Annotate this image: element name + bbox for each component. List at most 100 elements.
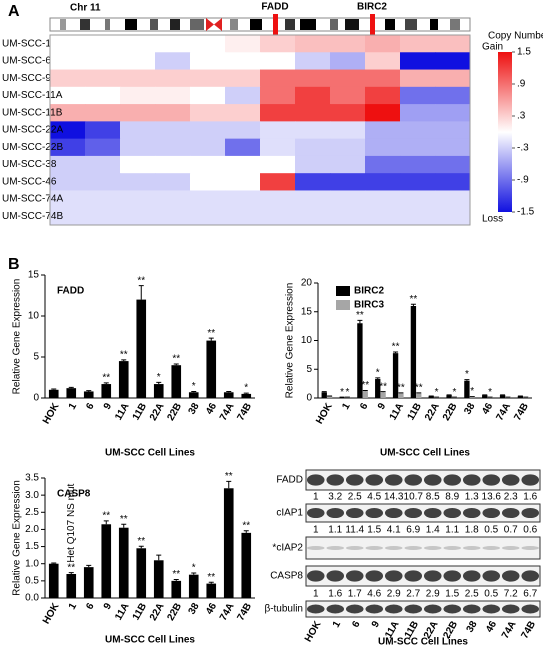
quantification: 2.3	[504, 492, 518, 503]
heatmap-cell	[260, 138, 296, 157]
y-tick-label: 15	[28, 270, 40, 281]
y-axis-label: Relative Gene Expression	[285, 283, 296, 399]
significance: *	[452, 387, 456, 398]
x-tick-label: 22B	[441, 401, 460, 422]
heatmap-cell	[435, 52, 471, 71]
heatmap-cell	[155, 52, 191, 71]
bar	[206, 583, 217, 598]
error-bar	[156, 381, 162, 385]
blot-band	[384, 507, 403, 519]
quantification: 1.1	[445, 525, 459, 536]
quantification: 7.2	[504, 589, 518, 600]
bar	[380, 392, 386, 398]
lane-label: 6	[350, 619, 363, 630]
legend-swatch	[336, 286, 350, 296]
bar	[416, 393, 422, 398]
heatmap-cell	[260, 52, 296, 71]
heatmap-cell	[50, 35, 86, 53]
panel-label: A	[8, 3, 20, 20]
error-bar	[86, 564, 92, 568]
heatmap-cell	[120, 138, 156, 157]
significance: *	[465, 369, 469, 380]
blot-band	[345, 546, 364, 550]
bar	[344, 397, 351, 398]
y-tick-label: 15	[301, 306, 313, 317]
heatmap-cell	[400, 190, 436, 209]
x-tick-label: 9	[102, 601, 115, 612]
blot-band	[345, 474, 364, 486]
ideogram-band	[300, 19, 316, 30]
blot-band	[326, 570, 345, 582]
heatmap-cell	[85, 69, 121, 88]
significance: **	[361, 380, 369, 391]
blot-band	[326, 474, 345, 486]
bar	[392, 353, 399, 398]
blot-band	[501, 546, 520, 550]
significance: **	[137, 536, 145, 547]
row-label: UM-SCC-1	[2, 38, 51, 49]
heatmap-cell	[190, 121, 226, 140]
quantification: 2.9	[426, 589, 440, 600]
heatmap-cell	[365, 52, 401, 71]
blot-band	[462, 570, 481, 582]
blot-band	[306, 604, 325, 614]
heatmap-cell	[400, 35, 436, 53]
y-tick-label: 1.5	[25, 541, 39, 552]
heatmap-cell	[120, 207, 156, 226]
error-bar	[103, 382, 109, 385]
quantification: 1.3	[465, 492, 479, 503]
bar	[487, 397, 493, 398]
colorbar-tick-label: .3	[517, 111, 526, 122]
heatmap-cell	[400, 173, 436, 191]
blot-band	[306, 570, 325, 582]
heatmap-cell	[50, 155, 86, 174]
x-tick-label: 6	[84, 401, 97, 412]
x-tick-label: 22A	[423, 401, 442, 422]
quantification: 6.9	[406, 525, 420, 536]
blot-band	[521, 604, 540, 614]
heatmap-cell	[120, 173, 156, 191]
significance: **	[397, 382, 405, 393]
blot-strip	[305, 469, 541, 491]
significance: **	[207, 572, 215, 583]
legend-label: BIRC3	[354, 300, 384, 311]
heatmap-cell	[330, 86, 366, 105]
row-label: UM-SCC-38	[2, 159, 57, 170]
error-bar	[357, 319, 363, 324]
quantification: 4.1	[387, 525, 401, 536]
x-tick-label: 22A	[148, 601, 167, 622]
heatmap-cell	[85, 52, 121, 71]
error-bar	[51, 388, 57, 390]
gene-label: BIRC2	[357, 2, 387, 13]
error-bar	[86, 390, 92, 392]
significance: *	[192, 381, 196, 392]
bar	[48, 389, 59, 398]
blot-strip	[305, 536, 541, 560]
blot-band	[482, 507, 501, 519]
ideogram-band	[230, 19, 238, 30]
heatmap-cell	[365, 138, 401, 157]
ideogram-band	[60, 19, 66, 30]
quantification: 1.6	[328, 589, 342, 600]
heatmap-cell	[330, 52, 366, 71]
heatmap-cell	[295, 190, 331, 209]
heatmap-cell	[50, 190, 86, 209]
heatmap-cell	[190, 86, 226, 105]
heatmap-cell	[225, 104, 261, 122]
blot-band	[326, 604, 345, 614]
bar	[136, 548, 147, 598]
ideogram-band	[80, 19, 90, 30]
heatmap-cell	[85, 35, 121, 53]
y-axis-label: Relative Gene Expression	[12, 279, 23, 395]
x-axis-label: UM-SCC Cell Lines	[105, 635, 195, 646]
bar	[206, 340, 217, 398]
significance: *	[192, 563, 196, 574]
heatmap-cell	[260, 173, 296, 191]
bar	[499, 395, 506, 398]
row-label: UM-SCC-11A	[2, 90, 63, 101]
heatmap-cell	[365, 121, 401, 140]
x-tick-label: 11B	[406, 401, 424, 422]
row-label: UM-SCC-9	[2, 73, 51, 84]
x-tick-label: 11A	[113, 401, 131, 422]
